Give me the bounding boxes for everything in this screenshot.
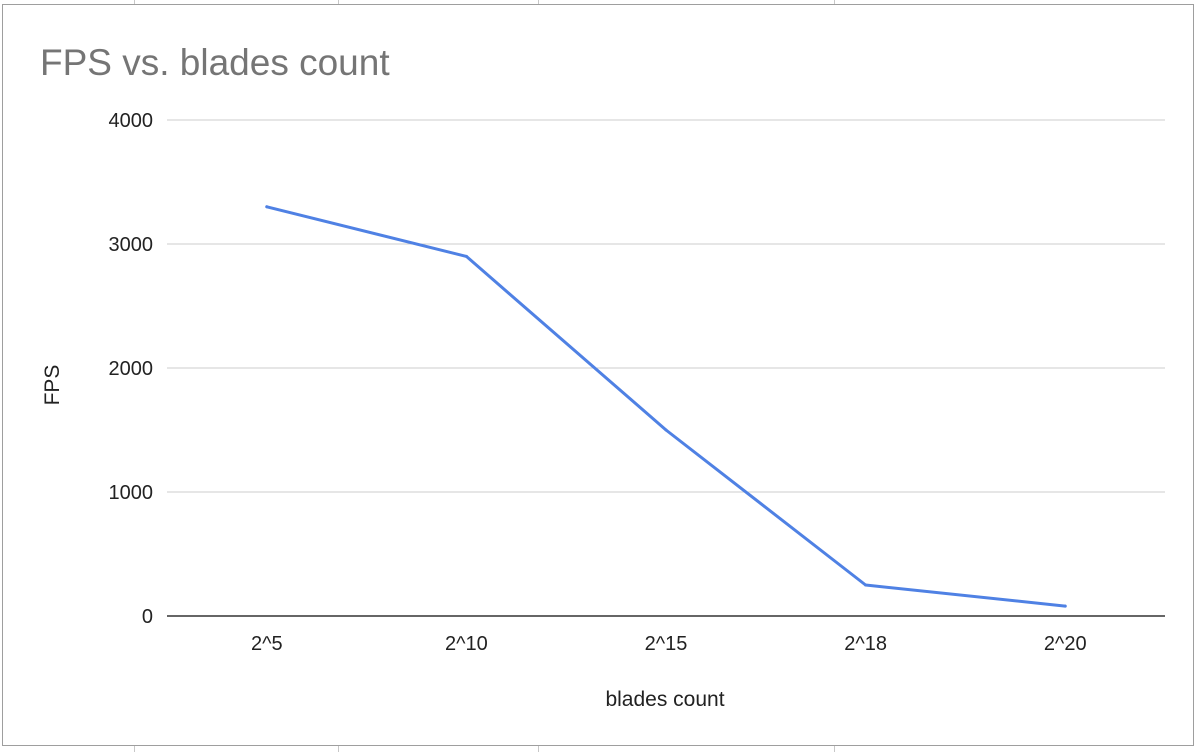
x-tick-label: 2^10 — [445, 633, 488, 655]
line-chart: FPS vs. blades count 0 1000 2000 3000 4000 2… — [40, 42, 1165, 711]
data-point — [864, 583, 868, 587]
data-point — [464, 254, 468, 258]
series-line — [265, 205, 1067, 608]
sheet-gridline — [338, 0, 339, 6]
chart-container[interactable]: FPS vs. blades count 0 1000 2000 3000 4000 2… — [2, 4, 1194, 746]
y-tick-label: 4000 — [109, 110, 154, 132]
x-tick-label: 2^20 — [1044, 633, 1087, 655]
x-tick-label: 2^15 — [645, 633, 688, 655]
data-point — [664, 428, 668, 432]
sheet-gridline — [834, 0, 835, 6]
chart-title: FPS vs. blades count — [40, 42, 390, 83]
data-point — [1063, 604, 1067, 608]
y-tick-label: 1000 — [109, 482, 154, 504]
y-tick-label: 0 — [142, 606, 153, 628]
sheet-gridline — [538, 0, 539, 6]
gridlines — [167, 119, 1165, 617]
y-axis-title: FPS — [41, 365, 64, 406]
x-axis-title: blades count — [605, 688, 724, 711]
sheet-gridline — [338, 746, 339, 752]
y-tick-label: 3000 — [109, 234, 154, 256]
x-tick-label: 2^18 — [844, 633, 887, 655]
y-tick-label: 2000 — [109, 358, 154, 380]
series-layer — [265, 205, 1067, 608]
y-axis-ticks: 0 1000 2000 3000 4000 — [109, 110, 154, 628]
x-axis-ticks: 2^5 2^10 2^15 2^18 2^20 — [251, 633, 1087, 655]
x-tick-label: 2^5 — [251, 633, 283, 655]
sheet-gridline — [834, 746, 835, 752]
data-point — [265, 205, 269, 209]
sheet-gridline — [134, 0, 135, 6]
sheet-gridline — [134, 746, 135, 752]
sheet-gridline — [538, 746, 539, 752]
